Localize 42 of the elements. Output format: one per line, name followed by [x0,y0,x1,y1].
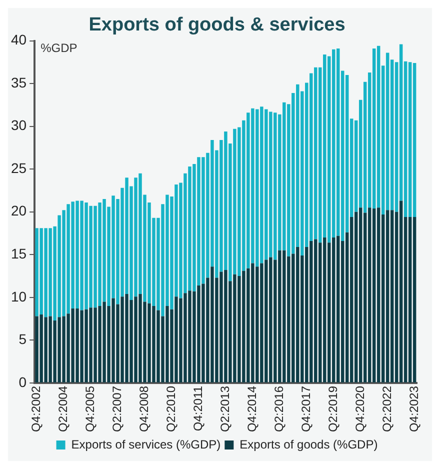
y-tick-label: 20 [10,202,27,219]
y-tick-label: 30 [10,117,27,134]
x-tick-label: Q4:2023 [406,386,421,432]
y-tick-label: 0 [18,374,27,390]
bar [390,210,394,382]
y-axis-title: %GDP [40,41,78,56]
y-tick-label: 15 [10,246,27,262]
x-tick-label: Q4:2011 [191,386,206,432]
legend-label: Exports of services (%GDP) [71,437,221,452]
y-tick-label: 10 [10,288,27,304]
x-tick-label: Q4:2017 [298,386,313,432]
bar [358,208,362,382]
bar [412,217,416,382]
x-tick-label: Q2:2010 [164,386,178,432]
bar [354,212,358,382]
x-tick-label: Q4:2005 [83,386,98,432]
bar [412,63,416,218]
x-tick-label: Q4:2014 [244,386,259,432]
x-tick-label: Q2:2007 [110,386,124,432]
bar [386,210,390,382]
x-tick-label: Q2:2019 [326,386,340,432]
bar [372,48,376,208]
bar [368,208,372,382]
y-tick-label: 35 [10,74,27,90]
bar [399,200,403,382]
x-tick-label: Q4:2020 [352,386,367,432]
x-tick-label: Q2:2022 [380,386,394,432]
bar [376,208,380,382]
bar [408,62,412,218]
y-tick-label: 25 [10,160,27,176]
x-tick-label: Q4:2008 [137,386,152,432]
bar [386,52,390,210]
bar [408,217,412,382]
x-tick-label: Q2:2004 [56,386,70,432]
y-tick-label: 40 [10,32,27,48]
legend-label: Exports of goods (%GDP) [240,437,378,452]
y-tick-label: 5 [18,331,27,348]
x-tick-label: Q2:2016 [272,386,286,432]
chart-title: Exports of goods & services [88,14,346,36]
bar [372,208,376,382]
x-tick-label: Q2:2013 [218,386,232,432]
x-tick-label: Q4:2002 [29,386,44,432]
